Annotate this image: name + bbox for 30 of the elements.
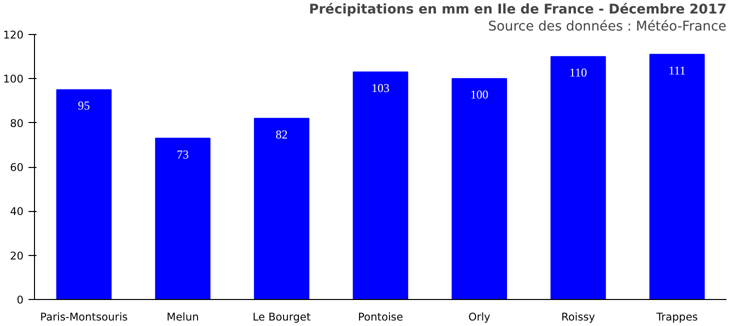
bar bbox=[56, 89, 112, 300]
x-tick-label: Paris-Montsouris bbox=[40, 310, 128, 324]
y-tick-label: 100 bbox=[3, 72, 24, 86]
y-tick-label: 120 bbox=[3, 28, 24, 42]
data-label: 111 bbox=[668, 63, 686, 78]
x-tick-label: Orly bbox=[468, 310, 490, 324]
y-tick-label: 20 bbox=[10, 249, 24, 262]
x-tick-label: Le Bourget bbox=[252, 310, 311, 324]
bar bbox=[352, 72, 408, 300]
data-label: 103 bbox=[372, 81, 390, 96]
y-tick-label: 60 bbox=[10, 161, 24, 174]
y-tick-label: 0 bbox=[16, 294, 24, 306]
bar bbox=[649, 54, 705, 300]
data-label: 100 bbox=[470, 88, 488, 102]
y-tick-label: 40 bbox=[10, 205, 24, 218]
data-label: 95 bbox=[78, 98, 90, 113]
x-tick-label: Pontoise bbox=[358, 310, 404, 324]
data-label: 110 bbox=[569, 66, 587, 80]
data-label: 73 bbox=[176, 147, 189, 162]
x-tick-label: Roissy bbox=[561, 310, 596, 324]
bar bbox=[155, 138, 210, 300]
x-tick-label: Melun bbox=[166, 310, 199, 324]
bar bbox=[452, 78, 508, 300]
bar bbox=[550, 56, 606, 300]
chart-title: Précipitations en mm en Ile de France - Décembre 2017 bbox=[308, 2, 727, 18]
bar bbox=[254, 118, 310, 300]
chart-subtitle: Source des données : Météo-France bbox=[488, 20, 727, 34]
y-tick-label: 80 bbox=[10, 116, 24, 130]
x-tick-label: Trappes bbox=[655, 310, 698, 324]
data-label: 82 bbox=[276, 127, 288, 142]
